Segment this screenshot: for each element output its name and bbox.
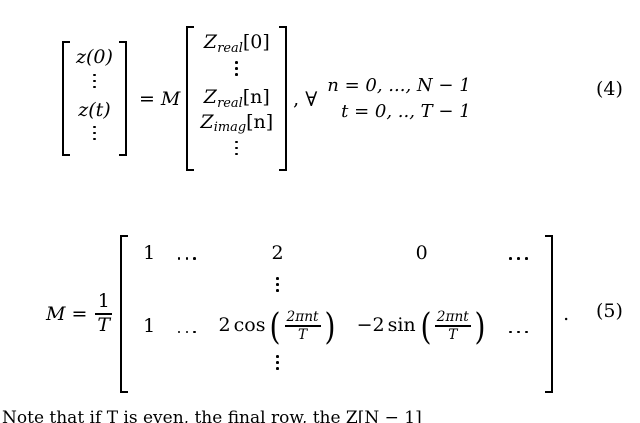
cosine-argument-fraction: 2πnt T xyxy=(284,309,321,343)
equation-number-5: (5) xyxy=(596,300,623,322)
equals-sign-eq5: = xyxy=(71,303,88,325)
prefactor-denominator: T xyxy=(97,313,111,336)
cdots-icon xyxy=(175,330,198,334)
rhs-entry-zreal0: Zreal[0] xyxy=(203,31,270,56)
matrix-vdots-spacer-2 xyxy=(177,286,197,288)
trailing-period: . xyxy=(563,303,570,325)
matrix-vdots-spacer-6 xyxy=(177,364,197,366)
sine-operator: sin xyxy=(387,314,416,336)
rhs-entry-zrealn: Zreal[n] xyxy=(203,86,270,111)
matrix-cell-r2c1: 1 xyxy=(143,315,156,337)
matrix-symbol-m: M xyxy=(160,87,181,110)
sine-arg-denominator: T xyxy=(448,326,458,343)
matrix-vdots-spacer-4 xyxy=(509,286,529,288)
left-paren-icon: ( xyxy=(270,305,281,348)
matrix-vdots-bottom xyxy=(266,343,289,387)
prefactor-numerator: 1 xyxy=(97,290,110,313)
matrix-m: 1 2 0 1 2 cos(2πnt T) −2 sin(2πnt T) xyxy=(120,234,554,394)
fraction-bar xyxy=(284,325,321,327)
right-bracket-close xyxy=(278,26,288,171)
matrix-cell-r1c1: 1 xyxy=(143,241,156,264)
matrix-cell-r1c3: 2 xyxy=(271,241,284,264)
matrix-cell-r2c5 xyxy=(497,314,540,338)
quantifier-line-n: n = 0, ..., N − 1 xyxy=(327,74,471,96)
matrix-vdots-spacer-7 xyxy=(412,364,432,366)
left-paren-icon: ( xyxy=(420,305,432,348)
equals-sign-eq4: = xyxy=(138,87,155,110)
cdots-icon xyxy=(507,330,530,334)
sine-arg-numerator: 2πnt xyxy=(436,309,469,326)
lhs-vdots-bottom xyxy=(93,121,96,146)
vdots-icon xyxy=(276,272,279,297)
cdots-icon xyxy=(175,257,198,260)
matrix-vdots-top xyxy=(266,265,289,309)
right-bracket-open xyxy=(186,26,195,171)
equation-5: M = 1 T 1 2 0 xyxy=(46,228,569,400)
lhs-vdots-top xyxy=(93,68,96,93)
matrix-bracket-close xyxy=(544,234,554,394)
fraction-bar xyxy=(95,313,113,315)
lhs-entry-zt: z(t) xyxy=(78,98,111,121)
lhs-symbol-m: M xyxy=(46,303,66,325)
cdots-icon xyxy=(507,257,530,260)
matrix-grid: 1 2 0 1 2 cos(2πnt T) −2 sin(2πnt T) xyxy=(129,235,544,394)
rhs-entry-zimagn: Zimag[n] xyxy=(200,110,274,136)
vdots-icon xyxy=(276,350,279,375)
cosine-operator: cos xyxy=(233,314,266,336)
equation-number-4: (4) xyxy=(596,78,623,100)
matrix-cell-r2c3-cosine: 2 cos(2πnt T) xyxy=(209,305,347,348)
right-paren-icon: ) xyxy=(324,305,336,348)
matrix-vdots-spacer-3 xyxy=(412,286,432,288)
quantifier-line-t: t = 0, .., T − 1 xyxy=(341,100,471,122)
quantifier-conditions: n = 0, ..., N − 1 t = 0, .., T − 1 xyxy=(327,73,470,124)
forall-icon: ∀ xyxy=(305,86,318,111)
lhs-entry-z0: z(0) xyxy=(76,46,113,69)
right-paren-icon: ) xyxy=(474,305,486,348)
matrix-cell-r2c4-sine: −2 sin(2πnt T) xyxy=(347,305,497,348)
rhs-vdots-bottom xyxy=(235,135,239,160)
sine-argument-fraction: 2πnt T xyxy=(434,309,471,343)
left-bracket-close xyxy=(118,41,127,156)
matrix-cell-r1c2 xyxy=(165,241,208,265)
cosine-arg-denominator: T xyxy=(297,326,308,343)
matrix-bracket-open xyxy=(120,234,129,394)
prefactor-one-over-t: 1 T xyxy=(95,290,113,336)
matrix-vdots-spacer-8 xyxy=(509,364,529,366)
matrix-vdots-spacer-5 xyxy=(139,364,159,366)
matrix-cell-r1c4: 0 xyxy=(415,241,428,264)
comma-separator: , xyxy=(293,87,300,110)
sine-coefficient: −2 xyxy=(356,314,385,336)
equation-4: z(0) z(t) = M Zreal[0] Zreal[n] Zimag[n] xyxy=(62,6,471,191)
matrix-cell-r2c2 xyxy=(165,314,208,338)
body-text-line: Note that if T is even, the final row, t… xyxy=(2,410,422,423)
cosine-coefficient: 2 xyxy=(218,314,231,336)
matrix-vdots-spacer-1 xyxy=(139,286,159,288)
rhs-column-vector: Zreal[0] Zreal[n] Zimag[n] xyxy=(186,26,288,171)
fraction-bar xyxy=(434,325,471,327)
cosine-arg-numerator: 2πnt xyxy=(286,309,319,326)
matrix-cell-r1c5 xyxy=(497,241,540,265)
lhs-column-vector: z(0) z(t) xyxy=(62,41,127,156)
rhs-vdots-top xyxy=(235,56,239,81)
left-bracket-open xyxy=(62,41,71,156)
